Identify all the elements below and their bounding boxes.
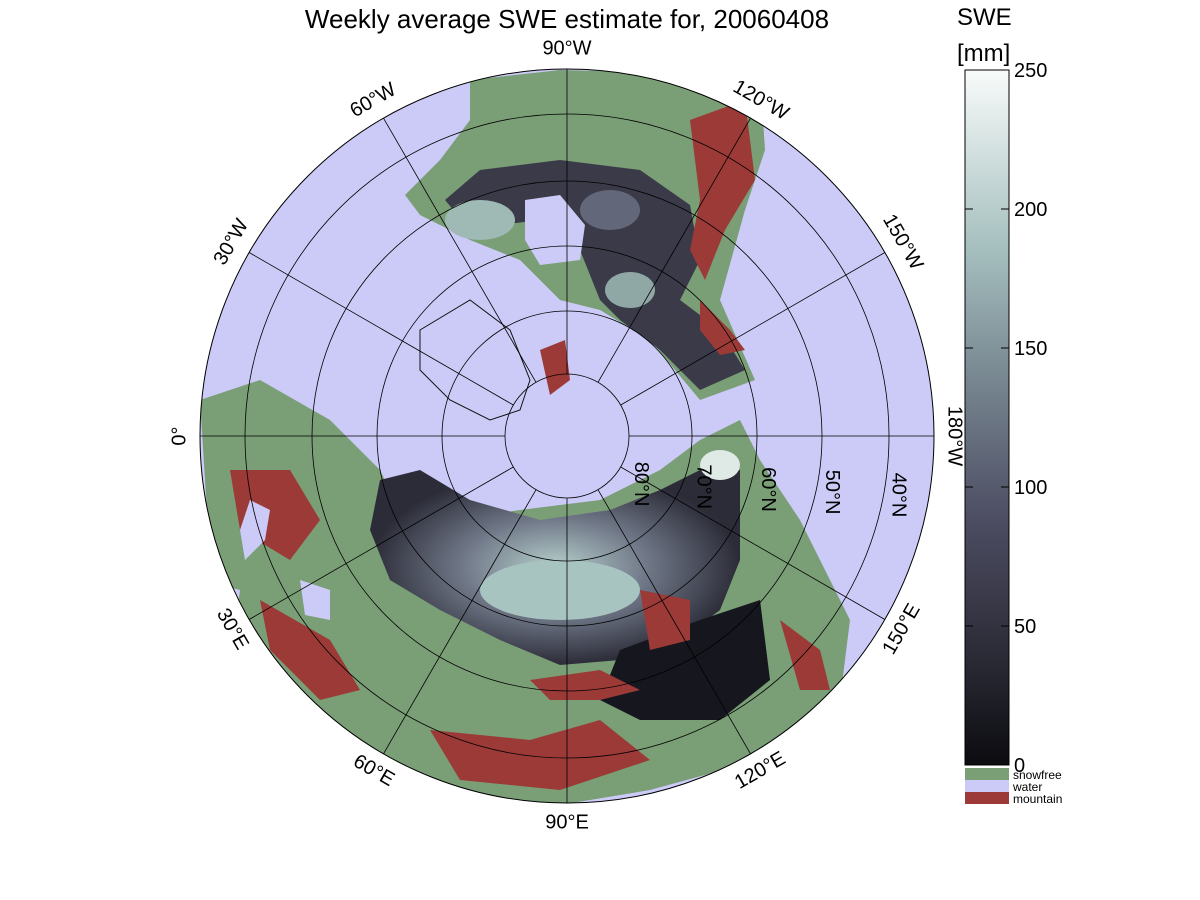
graticule — [200, 69, 934, 803]
caspian-region — [300, 580, 330, 620]
category-swatch — [965, 768, 1009, 780]
meridian-label: 180°W — [944, 406, 966, 466]
colorbar-label-swe: SWE — [957, 4, 1012, 31]
meridian-label: 0° — [168, 426, 190, 445]
north-america-snow — [445, 160, 745, 390]
meridian-line — [383, 489, 537, 755]
meridian-line — [597, 489, 751, 755]
snow-highlight-na1 — [445, 200, 515, 240]
meridian-line — [248, 466, 514, 620]
colorbar-ticks: 0 50 100 150 200 250 — [965, 60, 1047, 777]
colorbar-label-unit: [mm] — [957, 40, 1011, 67]
meridian-label: 90°W — [542, 37, 591, 59]
map-title: Weekly average SWE estimate for, 2006040… — [304, 4, 830, 34]
meridian-line — [248, 252, 514, 406]
hudson-bay — [525, 195, 585, 265]
meridian-line — [383, 117, 537, 383]
landmasses — [200, 70, 850, 803]
snow-highlight-na3 — [605, 272, 655, 308]
colorbar-tick-label: 100 — [1014, 477, 1047, 499]
meridian-label: 90°E — [545, 811, 589, 833]
parallel-label: 50°N — [821, 470, 843, 515]
map-border — [199, 68, 935, 804]
snow-highlight-na2 — [580, 190, 640, 230]
category-label: mountain — [1013, 792, 1062, 806]
parallel-label: 80°N — [630, 462, 652, 507]
snow-highlight-eu1 — [480, 560, 640, 620]
snow-highlight-eu2 — [700, 450, 740, 480]
parallel-label: 70°N — [692, 464, 714, 509]
colorbar-tick-label: 150 — [1014, 338, 1047, 360]
colorbar-tick-label: 50 — [1014, 616, 1036, 638]
meridian-line — [620, 466, 886, 620]
category-label: snowfree — [1013, 768, 1062, 782]
colorbar-tick-label: 200 — [1014, 199, 1047, 221]
category-swatch — [965, 792, 1009, 804]
siberia-dark-snow — [600, 600, 770, 720]
colorbar-tick-label: 250 — [1014, 60, 1047, 82]
meridian-line — [597, 117, 751, 383]
category-swatch — [965, 780, 1009, 792]
meridian-line — [620, 252, 886, 406]
colorbar-tick-label: 0 — [1014, 755, 1025, 777]
baltic-sea — [240, 500, 270, 560]
parallel-label: 60°N — [757, 467, 779, 512]
swe-colorbar — [964, 69, 1010, 766]
parallel-labels: 80°N 70°N 60°N 50°N 40°N — [630, 462, 909, 518]
parallel-label: 40°N — [887, 473, 909, 518]
category-label: water — [1012, 780, 1042, 794]
greenland-outline — [419, 299, 531, 421]
